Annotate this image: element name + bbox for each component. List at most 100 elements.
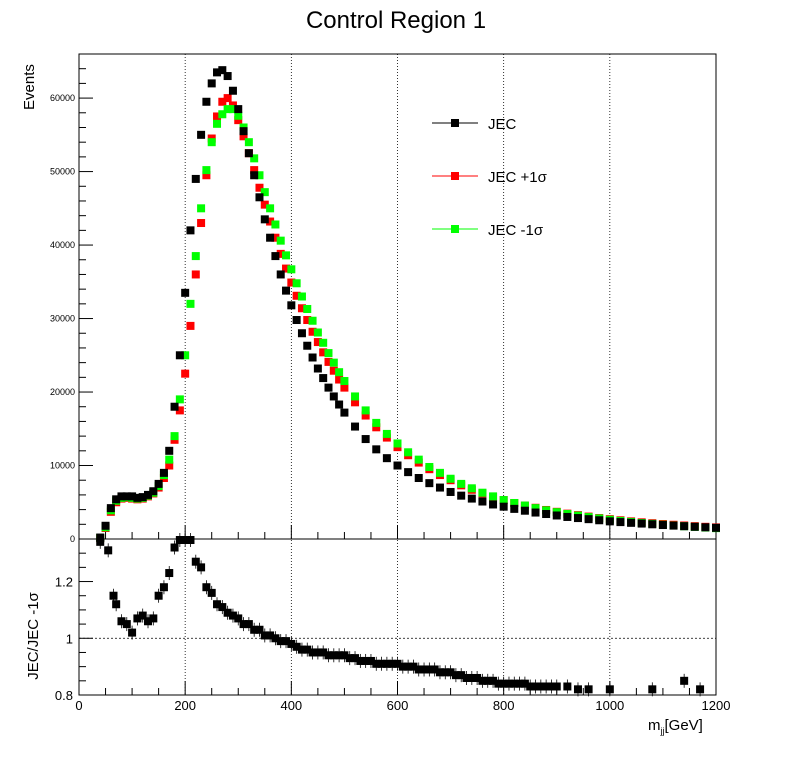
ratio-y-axis-label: JEC/JEC -1σ <box>25 591 42 679</box>
x-tick-label: 400 <box>280 698 302 713</box>
data-point <box>499 496 508 505</box>
ratio-point <box>377 659 386 668</box>
data-point <box>170 432 179 441</box>
data-point <box>250 166 259 175</box>
ratio-point <box>404 662 413 671</box>
data-point <box>467 484 476 493</box>
data-point <box>531 508 540 517</box>
data-point <box>329 358 338 367</box>
ratio-point <box>138 611 147 620</box>
data-point <box>181 369 190 378</box>
ratio-point <box>297 645 306 654</box>
ratio-point <box>260 631 269 640</box>
data-point <box>340 383 349 392</box>
data-point <box>701 523 710 532</box>
data-point <box>340 408 349 417</box>
ratio-point <box>478 676 487 685</box>
x-tick-label: 1200 <box>702 698 731 713</box>
data-point <box>287 301 296 310</box>
ratio-point <box>425 665 434 674</box>
ratio-point <box>239 620 248 629</box>
data-point <box>584 515 593 524</box>
data-point <box>319 348 328 357</box>
ratio-point <box>446 668 455 677</box>
data-point <box>324 357 333 366</box>
ratio-point <box>489 676 498 685</box>
data-point <box>563 512 572 521</box>
ratio-point <box>680 676 689 685</box>
data-point <box>324 349 333 358</box>
data-point <box>228 86 237 95</box>
data-point <box>457 479 466 488</box>
ratio-point <box>547 682 556 691</box>
data-point <box>191 270 200 279</box>
data-point <box>128 492 137 501</box>
data-point <box>170 402 179 411</box>
data-point <box>478 497 487 506</box>
data-point <box>213 119 222 128</box>
data-point <box>218 66 227 75</box>
ratio-point <box>144 617 153 626</box>
ratio-point <box>202 583 211 592</box>
data-point <box>690 522 699 531</box>
ratio-point <box>165 569 174 578</box>
data-point <box>435 468 444 477</box>
data-point <box>351 392 360 401</box>
data-point <box>213 112 222 121</box>
data-point <box>202 171 211 180</box>
data-point <box>542 510 551 519</box>
data-point <box>552 511 561 520</box>
data-point <box>266 217 275 226</box>
ratio-point <box>515 679 524 688</box>
data-point <box>255 193 264 202</box>
data-point <box>197 130 206 139</box>
data-point <box>181 288 190 297</box>
data-point <box>165 455 174 464</box>
ratio-point <box>430 665 439 674</box>
data-point <box>260 215 269 224</box>
ratio-point <box>218 603 227 612</box>
data-point <box>414 455 423 464</box>
data-point <box>319 338 328 347</box>
y-tick-label: 20000 <box>50 387 75 397</box>
legend-marker <box>451 172 459 180</box>
data-point <box>605 517 614 526</box>
data-point <box>234 105 243 114</box>
ratio-point <box>483 676 492 685</box>
data-point <box>250 154 259 163</box>
ratio-point <box>159 583 168 592</box>
data-point <box>260 200 269 209</box>
data-point <box>531 504 540 513</box>
ratio-point <box>542 682 551 691</box>
ratio-point <box>213 600 222 609</box>
data-point <box>308 353 317 362</box>
data-point <box>271 252 280 261</box>
ratio-point <box>462 673 471 682</box>
ratio-point <box>329 651 338 660</box>
ratio-point <box>536 682 545 691</box>
data-point <box>191 252 200 261</box>
data-point <box>303 304 312 313</box>
data-point <box>382 429 391 438</box>
ratio-point <box>223 608 232 617</box>
data-point <box>335 375 344 384</box>
data-point <box>297 304 306 313</box>
data-point <box>181 351 190 360</box>
data-point <box>186 299 195 308</box>
ratio-point <box>191 557 200 566</box>
data-point <box>361 406 370 415</box>
legend-label: JEC <box>488 116 517 133</box>
data-point <box>308 327 317 336</box>
data-point <box>282 251 291 260</box>
ratio-point <box>398 662 407 671</box>
ratio-point <box>255 625 264 634</box>
data-point <box>117 492 126 501</box>
ratio-point <box>382 659 391 668</box>
data-point <box>361 435 370 444</box>
x-tick-label: 800 <box>493 698 515 713</box>
ratio-point <box>207 588 216 597</box>
ratio-point <box>303 645 312 654</box>
ratio-y-tick-label: 1 <box>66 631 73 646</box>
data-point <box>239 127 248 136</box>
ratio-point <box>170 543 179 552</box>
